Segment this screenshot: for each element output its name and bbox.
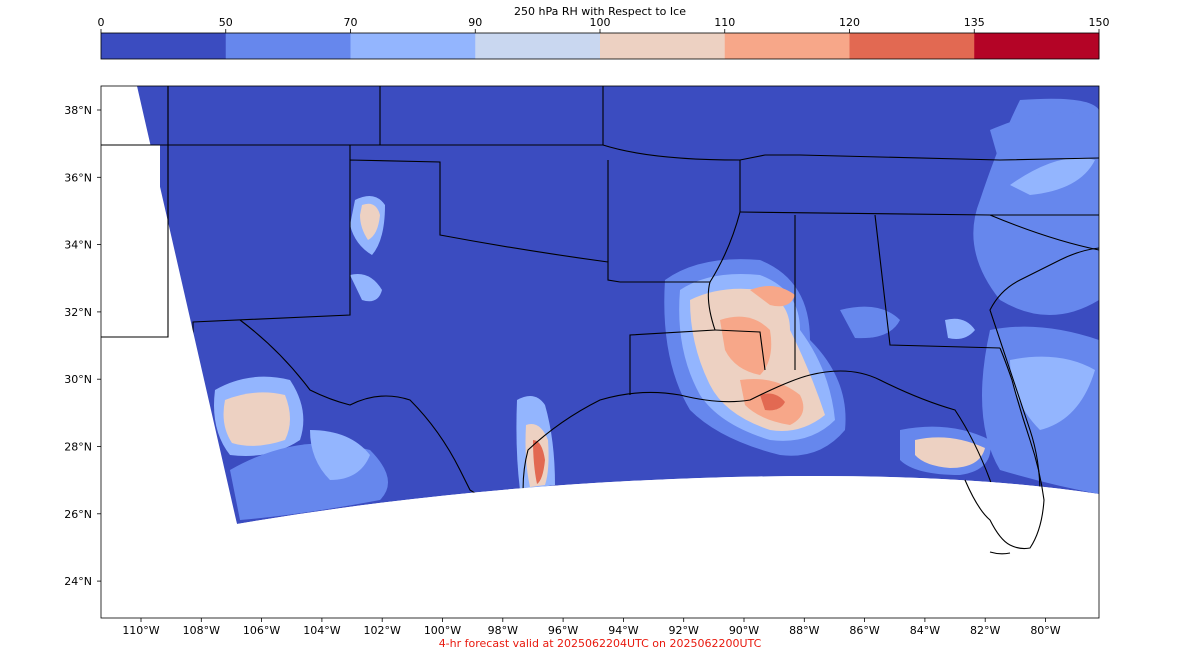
colorbar-tick-label: 90 [468,16,482,29]
border-line [239,319,526,516]
rh-region [990,112,1099,166]
outside-domain-west-block [101,145,160,337]
border-line [739,211,1099,251]
colorbar-tick-label: 120 [839,16,860,29]
lat-tick-label: 38°N [64,104,92,117]
lon-tick-label: 102°W [364,624,401,637]
lon-tick-label: 106°W [243,624,280,637]
colorbar-tick-label: 70 [344,16,358,29]
map-panel [101,86,1099,618]
forecast-caption: 4-hr forecast valid at 2025062204UTC on … [439,637,762,650]
lon-tick-label: 82°W [970,624,1000,637]
rh-region [945,318,975,339]
lon-tick-label: 80°W [1030,624,1060,637]
colorbar-bin [350,33,476,59]
rh-region [840,306,900,339]
rh-field [101,86,1099,524]
colorbar-bin [101,33,227,59]
lat-tick-label: 24°N [64,575,92,588]
lon-tick-label: 90°W [729,624,759,637]
rh-region [350,274,382,302]
lon-tick-label: 86°W [849,624,879,637]
lon-tick-label: 96°W [548,624,578,637]
lon-axis: 110°W 108°W 106°W 104°W 102°W 100°W 98°W 96°W 94… [122,618,1061,637]
colorbar-tick-label: 100 [590,16,611,29]
colorbar-tick-label: 150 [1089,16,1110,29]
rh-region [760,393,785,411]
border-line [714,329,766,371]
colorbar-tick-label: 135 [964,16,985,29]
lon-tick-label: 94°W [608,624,638,637]
lon-tick-label: 88°W [789,624,819,637]
rh-region [360,203,380,240]
colorbar-tick-label: 50 [219,16,233,29]
colorbar-bin [724,33,850,59]
map-frame [100,85,1100,619]
colorbar-tick-label: 0 [98,16,105,29]
rh-region [310,430,370,480]
keys-outline [989,551,1011,555]
lat-axis: 38°N 36°N 34°N 32°N 30°N 28°N 26°N 24°N [64,104,101,588]
lon-tick-label: 108°W [183,624,220,637]
lat-tick-label: 32°N [64,306,92,319]
rh-region [1010,157,1095,195]
lat-tick-label: 36°N [64,171,92,184]
border-line [874,214,1001,349]
lon-tick-label: 100°W [424,624,461,637]
rh-region [750,286,795,307]
lon-tick-label: 104°W [303,624,340,637]
lat-tick-label: 28°N [64,441,92,454]
colorbar-bin [225,33,351,59]
rh-region [223,392,290,446]
colorbar-ticks: 0 50 70 90 100 110 120 135 150 [98,16,1110,33]
lon-tick-label: 110°W [122,624,159,637]
lat-tick-label: 26°N [64,508,92,521]
lon-tick-label: 84°W [910,624,940,637]
rh-region [1010,356,1095,430]
lon-tick-label: 98°W [488,624,518,637]
border-line [602,144,1099,161]
lat-tick-label: 34°N [64,239,92,252]
colorbar-bin [849,33,975,59]
outside-domain-south [101,476,1099,618]
colorbar-bin [600,33,726,59]
colorbar-tick-label: 110 [714,16,735,29]
colorbar-title: 250 hPa RH with Respect to Ice [514,5,686,18]
border-line [101,86,169,338]
colorbar-bin [475,33,601,59]
border-line [709,160,741,283]
florida-outline [964,347,1045,550]
colorbar-bin [974,33,1100,59]
lat-tick-label: 30°N [64,373,92,386]
rh-region [915,437,985,468]
border-line [620,281,716,395]
colorbar [101,33,1100,59]
lon-tick-label: 92°W [669,624,699,637]
rh-region [533,440,545,484]
